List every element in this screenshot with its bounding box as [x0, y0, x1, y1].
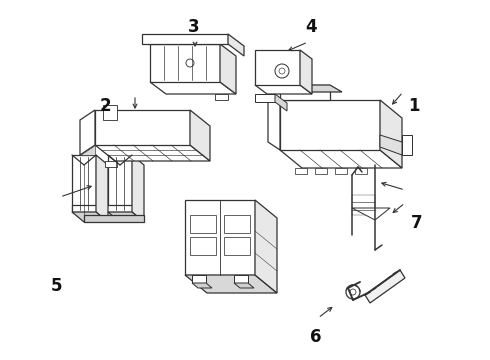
Circle shape	[275, 64, 289, 78]
Polygon shape	[150, 44, 220, 82]
Text: 1: 1	[408, 97, 420, 115]
Polygon shape	[108, 155, 132, 212]
Polygon shape	[215, 94, 228, 100]
Polygon shape	[255, 85, 312, 94]
Polygon shape	[190, 110, 210, 161]
Polygon shape	[280, 100, 380, 150]
Polygon shape	[105, 161, 117, 167]
Polygon shape	[224, 215, 250, 233]
Polygon shape	[185, 275, 277, 293]
Polygon shape	[380, 100, 402, 168]
Polygon shape	[72, 212, 108, 222]
Polygon shape	[402, 135, 412, 155]
Polygon shape	[103, 105, 117, 120]
Polygon shape	[255, 200, 277, 293]
Polygon shape	[132, 155, 144, 222]
Text: 5: 5	[50, 277, 62, 295]
Polygon shape	[365, 270, 405, 303]
Polygon shape	[190, 215, 216, 233]
Text: 7: 7	[411, 214, 422, 232]
Text: 2: 2	[99, 97, 111, 115]
Polygon shape	[352, 195, 375, 215]
Polygon shape	[355, 168, 367, 174]
Polygon shape	[255, 94, 275, 102]
Polygon shape	[224, 237, 250, 255]
Text: 3: 3	[188, 18, 199, 36]
Circle shape	[186, 59, 194, 67]
Polygon shape	[280, 85, 342, 92]
Polygon shape	[192, 275, 206, 283]
Polygon shape	[275, 94, 287, 111]
Polygon shape	[80, 110, 95, 155]
Text: 6: 6	[310, 328, 322, 346]
Polygon shape	[335, 168, 347, 174]
Polygon shape	[220, 44, 236, 94]
Polygon shape	[295, 168, 307, 174]
Circle shape	[279, 68, 285, 74]
Polygon shape	[315, 168, 327, 174]
Polygon shape	[268, 92, 280, 150]
Polygon shape	[234, 275, 248, 283]
Polygon shape	[234, 283, 254, 288]
Polygon shape	[95, 145, 210, 161]
Polygon shape	[300, 50, 312, 94]
Polygon shape	[352, 208, 390, 220]
Polygon shape	[80, 145, 95, 155]
Polygon shape	[228, 34, 244, 56]
Polygon shape	[108, 212, 144, 222]
Polygon shape	[95, 110, 190, 145]
Polygon shape	[280, 150, 402, 168]
Polygon shape	[185, 200, 255, 275]
Polygon shape	[72, 155, 96, 212]
Polygon shape	[255, 50, 300, 85]
Polygon shape	[280, 85, 330, 100]
Polygon shape	[72, 205, 138, 212]
Polygon shape	[192, 283, 212, 288]
Polygon shape	[96, 155, 108, 222]
Polygon shape	[380, 135, 402, 155]
Polygon shape	[150, 82, 236, 94]
Text: 4: 4	[305, 18, 317, 36]
Polygon shape	[142, 34, 228, 44]
Circle shape	[346, 285, 360, 299]
Circle shape	[350, 289, 356, 295]
Polygon shape	[190, 237, 216, 255]
Polygon shape	[84, 215, 144, 222]
